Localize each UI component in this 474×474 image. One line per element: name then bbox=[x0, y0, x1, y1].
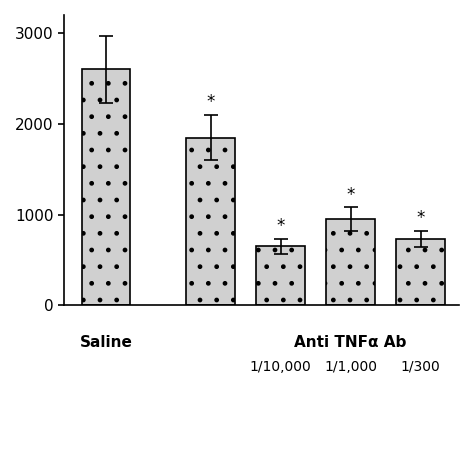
Bar bbox=[326, 219, 375, 305]
Text: 1/10,000: 1/10,000 bbox=[250, 360, 311, 374]
Bar bbox=[82, 70, 130, 305]
Text: Anti TNFα Ab: Anti TNFα Ab bbox=[294, 335, 407, 349]
Text: 1/1,000: 1/1,000 bbox=[324, 360, 377, 374]
Bar bbox=[186, 137, 235, 305]
Text: 1/300: 1/300 bbox=[401, 360, 440, 374]
Bar bbox=[256, 246, 305, 305]
Bar bbox=[396, 239, 445, 305]
Text: Saline: Saline bbox=[80, 335, 132, 349]
Text: *: * bbox=[207, 93, 215, 111]
Text: *: * bbox=[276, 217, 285, 235]
Text: *: * bbox=[346, 186, 355, 204]
Text: *: * bbox=[416, 210, 425, 228]
